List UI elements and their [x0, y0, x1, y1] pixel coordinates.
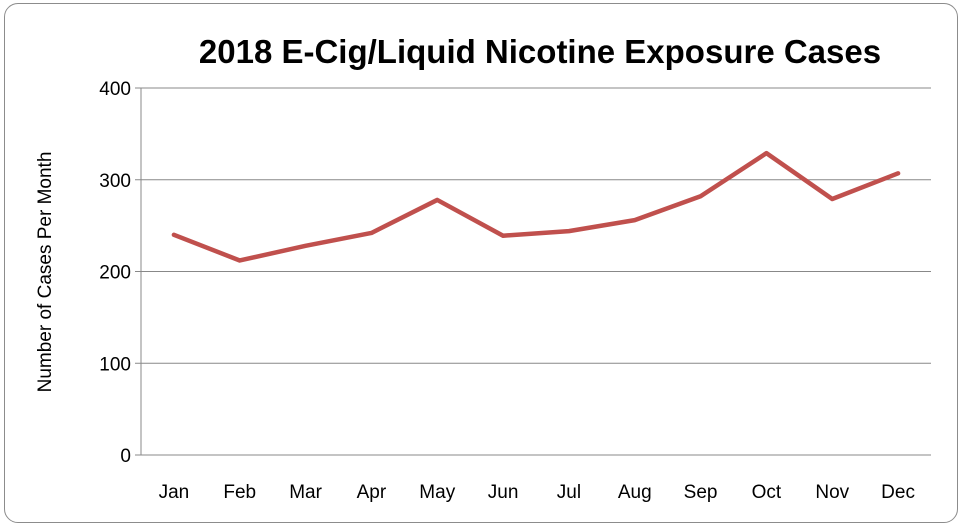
- gridlines: [141, 87, 931, 364]
- x-tick-label: May: [419, 482, 455, 503]
- x-tick-label: Oct: [752, 482, 782, 503]
- y-tick-label: 100: [99, 354, 131, 375]
- y-tick-labels: 0 100 200 300 400: [99, 79, 131, 467]
- axes: [135, 87, 931, 456]
- x-tick-label: Nov: [815, 482, 849, 503]
- series-line: [171, 150, 901, 263]
- y-tick-label: 0: [120, 446, 131, 467]
- chart-frame: [4, 3, 958, 523]
- x-tick-label: Apr: [357, 482, 387, 503]
- y-tick-label: 300: [99, 171, 131, 192]
- x-tick-label: Sep: [684, 482, 718, 503]
- series-group: [171, 150, 901, 263]
- x-tick-label: Jan: [159, 482, 190, 503]
- x-tick-label: Jun: [488, 482, 519, 503]
- y-tick-label: 400: [99, 79, 131, 100]
- y-tick-label: 200: [99, 263, 131, 284]
- x-tick-label: Jul: [557, 482, 581, 503]
- chart-title: 2018 E-Cig/Liquid Nicotine Exposure Case…: [199, 33, 881, 70]
- x-tick-labels: Jan Feb Mar Apr May Jun Jul Aug Sep Oct Nov Dec: [159, 482, 915, 503]
- x-tick-label: Mar: [289, 482, 322, 503]
- x-tick-label: Feb: [223, 482, 256, 503]
- x-tick-label: Dec: [881, 482, 915, 503]
- y-axis-label: Number of Cases Per Month: [35, 152, 56, 393]
- x-tick-label: Aug: [618, 482, 652, 503]
